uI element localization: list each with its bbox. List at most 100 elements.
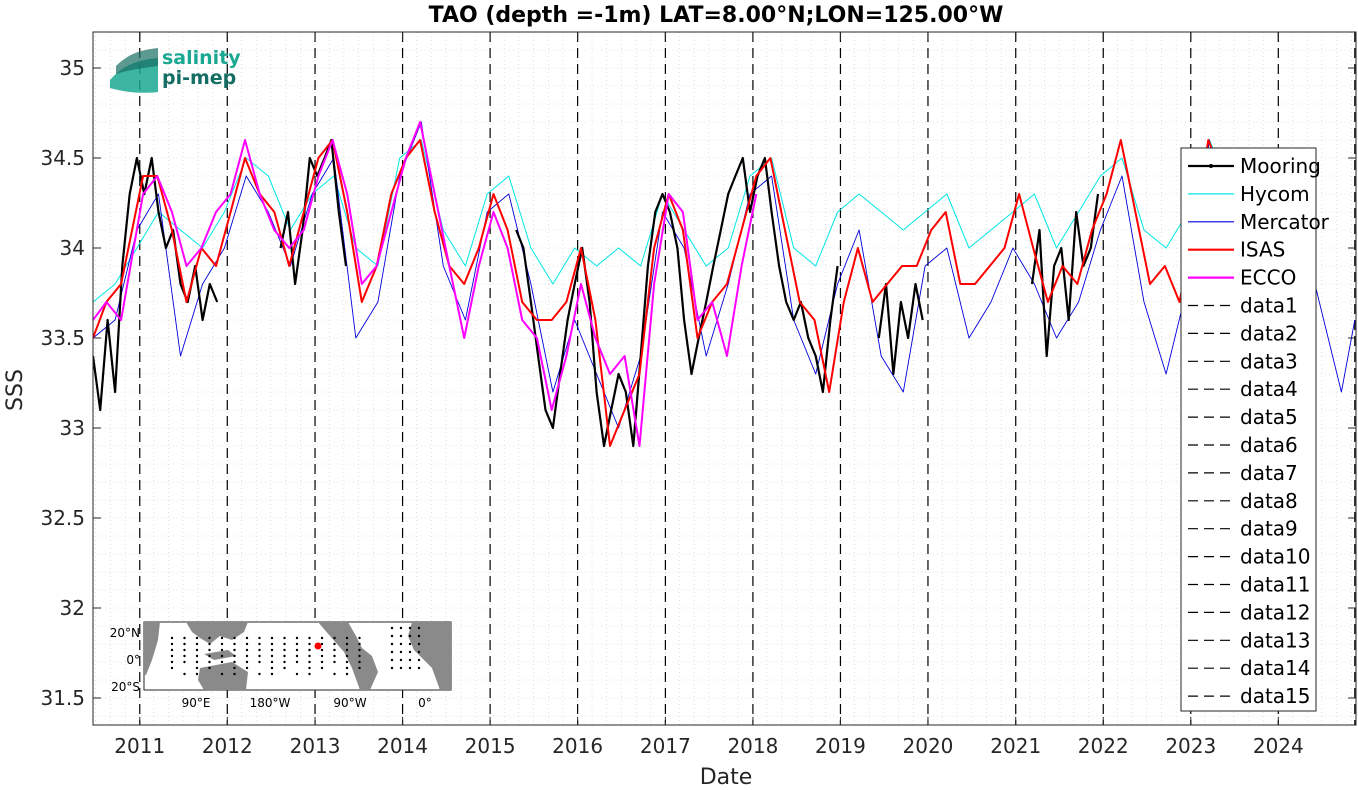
inset-buoy-dot [399, 666, 403, 670]
legend-label: Mercator [1240, 210, 1330, 234]
x-tick-label: 2015 [465, 734, 516, 758]
legend-label: data13 [1240, 628, 1311, 652]
inset-buoy-dot [399, 650, 403, 654]
inset-buoy-dot [390, 626, 394, 630]
inset-lat-label-20s: 20°S [111, 680, 140, 694]
inset-buoy-dot [417, 650, 421, 654]
inset-buoy-dot [408, 650, 412, 654]
inset-buoy-dot [417, 626, 421, 630]
series-line-mooring [93, 138, 1100, 448]
legend-label: data2 [1240, 321, 1298, 345]
inset-buoy-dot [208, 654, 211, 658]
legend-item-data2: data2 [1188, 321, 1298, 345]
inset-lon-label-90e: 90°E [182, 696, 211, 710]
legend-label: ISAS [1240, 238, 1285, 262]
x-tick-label: 2016 [552, 734, 603, 758]
inset-lon-label-90w: 90°W [333, 696, 366, 710]
legend-item-data7: data7 [1188, 461, 1298, 485]
inset-buoy-dot [320, 654, 324, 658]
legend-label: Hycom [1240, 182, 1310, 206]
inset-buoy-dot [345, 666, 349, 670]
x-tick-label: 2012 [202, 734, 253, 758]
logo-wave-icon-2 [116, 48, 158, 74]
inset-buoy-dot [270, 660, 274, 664]
inset-buoy-dot [245, 648, 249, 652]
inset-buoy-dot [399, 642, 403, 646]
inset-buoy-dot [308, 636, 311, 640]
legend-item-data12: data12 [1188, 600, 1311, 624]
legend-label: data3 [1240, 349, 1298, 373]
inset-land-west-africa [408, 622, 451, 690]
inset-buoy-dot [417, 642, 421, 646]
inset-mooring-location-marker [314, 642, 322, 650]
inset-buoy-dot [345, 654, 349, 658]
legend-item-data6: data6 [1188, 433, 1298, 457]
inset-buoy-dot [270, 636, 274, 640]
y-tick-label: 34.5 [40, 146, 85, 170]
legend-label: Mooring [1240, 154, 1321, 178]
inset-buoy-dot [283, 660, 286, 664]
inset-buoy-dot [258, 660, 261, 664]
inset-buoy-dot [358, 642, 361, 646]
inset-buoy-dot [333, 660, 336, 664]
inset-buoy-dot [258, 636, 261, 640]
x-tick-label: 2019 [815, 734, 866, 758]
inset-buoy-dot [320, 648, 324, 652]
inset-buoy-dot [390, 650, 394, 654]
grid [93, 32, 1356, 725]
y-tick-label: 34 [60, 236, 85, 260]
x-tick-label: 2014 [377, 734, 428, 758]
inset-buoy-dot [399, 634, 403, 638]
inset-buoy-dot [245, 636, 249, 640]
legend-item-data3: data3 [1188, 349, 1298, 373]
inset-buoy-dot [417, 634, 421, 638]
inset-buoy-dot [270, 642, 274, 646]
legend-item-data15: data15 [1188, 684, 1311, 708]
inset-buoy-dot [408, 634, 412, 638]
legend-item-isas: ISAS [1188, 238, 1285, 262]
inset-buoy-dot [358, 654, 361, 658]
inset-buoy-dot [195, 672, 199, 676]
inset-buoy-dot [183, 654, 186, 658]
inset-buoy-dot [208, 648, 211, 652]
inset-lon-label-0: 0° [418, 696, 432, 710]
inset-buoy-dot [333, 648, 336, 652]
x-tick-label: 2017 [640, 734, 691, 758]
inset-buoy-dot [183, 660, 186, 664]
inset-buoy-dot [308, 660, 311, 664]
inset-buoy-dot [245, 654, 249, 658]
inset-buoy-dot [245, 660, 249, 664]
inset-buoy-dot [220, 660, 224, 664]
inset-buoy-dot [245, 642, 249, 646]
inset-buoy-dot [390, 658, 394, 662]
inset-buoy-dot [308, 642, 311, 646]
inset-buoy-dot [320, 642, 324, 646]
inset-buoy-dot [233, 642, 236, 646]
legend-label: data1 [1240, 294, 1298, 318]
legend-item-data4: data4 [1188, 377, 1298, 401]
inset-buoy-dot [208, 642, 211, 646]
logo-text-pi-mep: pi-mep [162, 67, 236, 89]
inset-buoy-dot [390, 666, 394, 670]
legend-label: data5 [1240, 405, 1298, 429]
x-tick-label: 2020 [903, 734, 954, 758]
y-tick-label: 32.5 [40, 506, 85, 530]
inset-land-asia [186, 622, 248, 644]
x-axis-ticks: 2011 2012 2013 2014 2015 2016 2017 2018 2019 2020… [114, 32, 1304, 758]
legend-label: data12 [1240, 600, 1311, 624]
inset-buoy-dot [208, 636, 211, 640]
y-tick-label: 32 [60, 596, 85, 620]
y-tick-label: 31.5 [40, 686, 85, 710]
inset-buoy-dot [358, 648, 361, 652]
legend-label: data11 [1240, 573, 1311, 597]
legend-label: data8 [1240, 489, 1298, 513]
x-tick-label: 2022 [1078, 734, 1129, 758]
legend-label: data6 [1240, 433, 1298, 457]
inset-buoy-dot [345, 636, 349, 640]
x-tick-label: 2024 [1253, 734, 1304, 758]
inset-buoy-dot [320, 660, 324, 664]
inset-buoy-dot [408, 666, 412, 670]
inset-buoy-dot [390, 642, 394, 646]
legend-item-hycom: Hycom [1188, 182, 1310, 206]
logo-text-salinity: salinity [162, 47, 241, 69]
